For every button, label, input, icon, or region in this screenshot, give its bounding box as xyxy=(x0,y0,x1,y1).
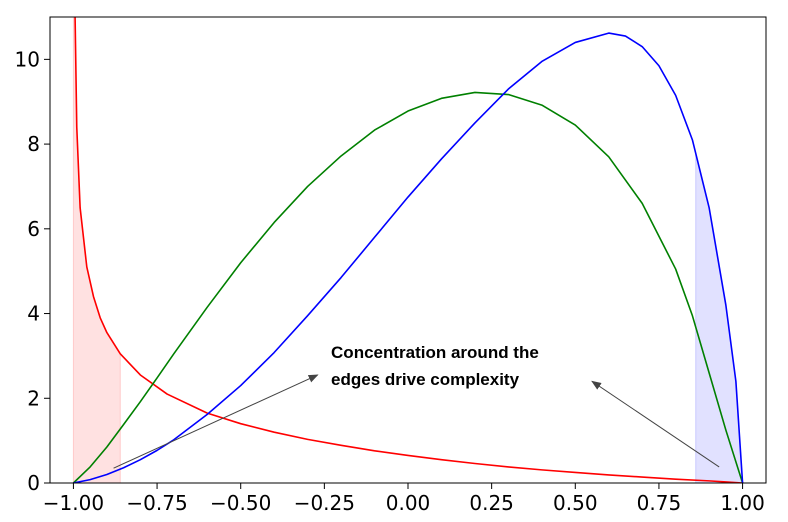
shaded-region-1 xyxy=(695,153,744,483)
x-tick-label: 1.00 xyxy=(720,491,765,515)
x-tick-label: −1.00 xyxy=(43,491,104,515)
y-tick-label: 10 xyxy=(15,47,40,71)
annotation-text-line: edges drive complexity xyxy=(331,370,520,389)
y-tick-label: 6 xyxy=(27,217,40,241)
annotation-text-line: Concentration around the xyxy=(331,343,539,362)
y-tick-label: 8 xyxy=(27,132,40,156)
x-tick-label: −0.25 xyxy=(294,491,355,515)
y-tick-label: 2 xyxy=(27,386,40,410)
x-tick-label: 0.50 xyxy=(553,491,598,515)
series-line-2 xyxy=(73,32,744,483)
x-tick-label: 0.25 xyxy=(469,491,514,515)
x-tick-label: −0.75 xyxy=(126,491,187,515)
x-tick-label: 0.00 xyxy=(386,491,431,515)
y-tick-label: 0 xyxy=(27,471,40,495)
y-tick-label: 4 xyxy=(27,302,40,326)
shaded-region-0 xyxy=(72,17,121,483)
x-tick-label: −0.50 xyxy=(210,491,271,515)
annotation-arrow-1 xyxy=(591,380,720,468)
x-tick-label: 0.75 xyxy=(637,491,682,515)
annotation-arrow-0 xyxy=(113,374,319,469)
series-line-0 xyxy=(74,17,743,483)
plot-frame xyxy=(49,16,767,484)
series-line-1 xyxy=(72,91,744,483)
